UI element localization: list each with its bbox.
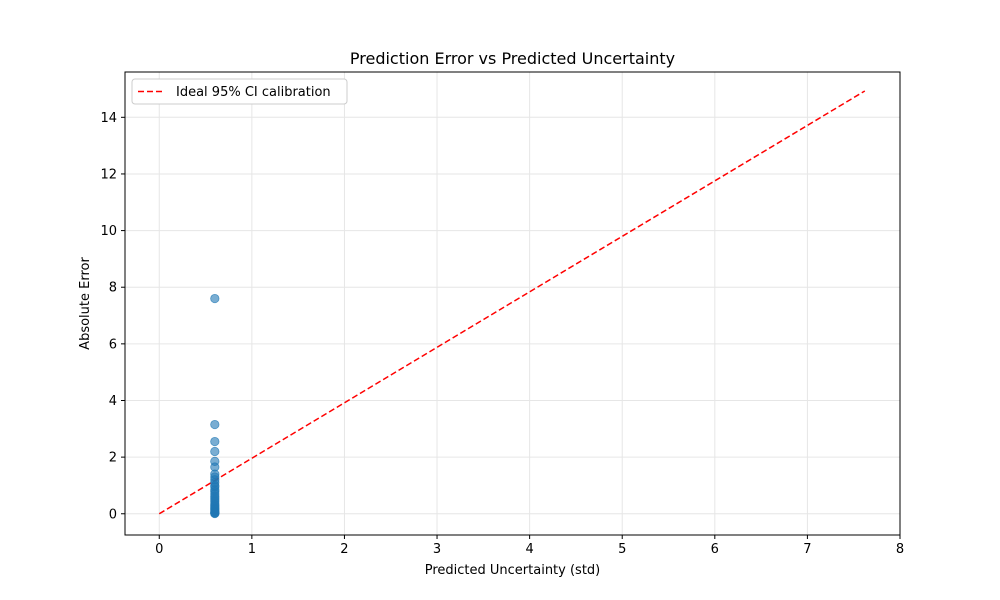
axes-frame	[124, 71, 901, 536]
y-tick-label: 10	[100, 224, 117, 239]
y-tick-label: 8	[109, 281, 117, 296]
x-axis-label: Predicted Uncertainty (std)	[425, 563, 601, 578]
y-tick-label: 6	[109, 337, 117, 352]
x-tick-label: 1	[248, 542, 256, 557]
chart-title: Prediction Error vs Predicted Uncertaint…	[350, 49, 675, 68]
ideal-calibration-line	[158, 90, 866, 515]
y-axis-label: Absolute Error	[78, 257, 93, 350]
legend: Ideal 95% CI calibration	[131, 78, 348, 105]
y-tick-label: 12	[100, 167, 117, 182]
scatter-point	[210, 446, 220, 457]
legend-label: Ideal 95% CI calibration	[176, 85, 331, 100]
scatter-point	[210, 293, 220, 304]
x-tick-label: 0	[155, 542, 163, 557]
x-tick-label: 8	[896, 542, 904, 557]
x-tick-label: 3	[433, 542, 441, 557]
legend-box	[131, 78, 348, 105]
grid-lines	[125, 72, 901, 535]
scatter-point	[210, 419, 220, 430]
y-tick-label: 0	[109, 507, 117, 522]
x-tick-label: 2	[340, 542, 348, 557]
y-tick-label: 4	[109, 394, 117, 409]
x-tick-label: 4	[525, 542, 533, 557]
scatter-point	[210, 436, 220, 447]
series-layer	[158, 90, 866, 519]
x-tick-label: 7	[803, 542, 811, 557]
y-tick-label: 2	[109, 451, 117, 466]
scatter-point	[210, 508, 220, 519]
x-tick-label: 5	[618, 542, 626, 557]
y-tick-label: 14	[100, 111, 117, 126]
x-tick-label: 6	[711, 542, 719, 557]
